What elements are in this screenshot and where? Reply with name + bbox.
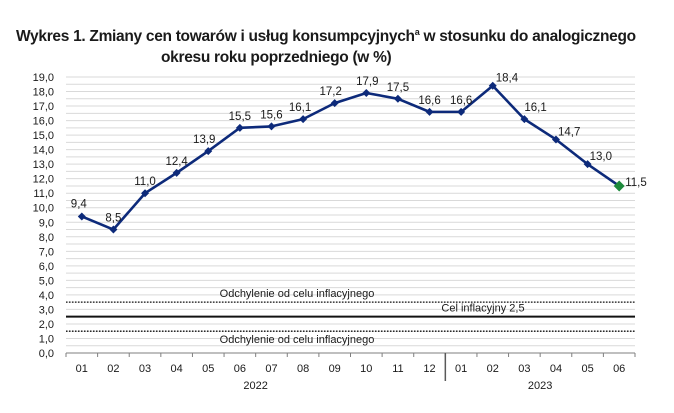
data-point bbox=[551, 135, 560, 144]
data-point bbox=[204, 147, 213, 156]
data-point bbox=[109, 225, 118, 234]
x-tick-label: 03 bbox=[518, 363, 530, 375]
x-tick-label: 05 bbox=[202, 363, 214, 375]
x-tick-label: 01 bbox=[455, 363, 467, 375]
data-point bbox=[488, 81, 497, 90]
data-label: 12,4 bbox=[165, 156, 188, 168]
data-point bbox=[583, 160, 592, 169]
x-tick-label: 11 bbox=[392, 363, 403, 375]
data-point bbox=[172, 168, 181, 177]
data-point bbox=[425, 107, 434, 116]
y-tick-label: 17,0 bbox=[33, 101, 54, 113]
data-point bbox=[393, 94, 402, 103]
data-label: 9,4 bbox=[71, 198, 88, 210]
data-label: 13,9 bbox=[193, 134, 215, 146]
x-tick-label: 03 bbox=[139, 363, 151, 375]
chart-title-footnote-mark: a bbox=[414, 27, 420, 37]
y-tick-label: 19,0 bbox=[33, 72, 54, 84]
x-tick-label: 07 bbox=[265, 363, 277, 375]
y-tick-label: 6,0 bbox=[39, 261, 54, 273]
y-tick-label: 9,0 bbox=[39, 217, 54, 229]
data-label: 13,0 bbox=[590, 151, 612, 163]
y-tick-label: 7,0 bbox=[39, 246, 54, 258]
target-label: Cel inflacyjny 2,5 bbox=[441, 303, 524, 315]
data-point bbox=[235, 123, 244, 132]
series-line bbox=[77, 81, 625, 234]
chart-title-rest: w stosunku do analogicznego bbox=[423, 28, 636, 45]
data-label: 17,5 bbox=[387, 82, 409, 94]
x-tick-label: 10 bbox=[360, 363, 372, 375]
x-tick-label: 02 bbox=[107, 363, 119, 375]
x-tick-label: 12 bbox=[423, 363, 435, 375]
chart-title: Wykres 1. Zmiany cen towarów i usług kon… bbox=[16, 22, 636, 68]
data-label: 15,6 bbox=[260, 109, 282, 121]
data-point bbox=[141, 189, 150, 198]
y-tick-label: 16,0 bbox=[33, 116, 54, 128]
y-tick-label: 14,0 bbox=[33, 145, 54, 157]
y-tick-label: 3,0 bbox=[39, 304, 54, 316]
gridlines bbox=[66, 76, 635, 347]
data-label: 14,7 bbox=[558, 126, 580, 138]
series-line-path bbox=[81, 84, 620, 231]
data-point bbox=[520, 115, 529, 124]
x-tick-label: 04 bbox=[171, 363, 183, 375]
x-tick-label: 09 bbox=[329, 363, 341, 375]
data-point bbox=[299, 115, 308, 124]
y-tick-label: 1,0 bbox=[39, 333, 54, 345]
data-point bbox=[77, 212, 86, 221]
data-label: 18,4 bbox=[496, 73, 519, 85]
x-tick-label: 01 bbox=[76, 363, 88, 375]
data-point bbox=[362, 88, 371, 97]
y-tick-label: 12,0 bbox=[33, 174, 54, 186]
data-label: 11,5 bbox=[625, 177, 647, 189]
x-tick-label: 04 bbox=[550, 363, 562, 375]
data-label: 16,6 bbox=[450, 95, 472, 107]
x-axis: 01 02 03 04 05 06 07 08 09 10 11 12 01 02 03 04 05 06 2022… bbox=[65, 352, 636, 392]
x-tick-label: 05 bbox=[581, 363, 593, 375]
x-tick-label: 06 bbox=[613, 363, 625, 375]
year-label: 2023 bbox=[528, 380, 552, 392]
data-label: 16,1 bbox=[524, 102, 546, 114]
x-tick-label: 08 bbox=[297, 363, 309, 375]
x-tick-label: 02 bbox=[487, 363, 499, 375]
year-label: 2022 bbox=[243, 380, 267, 392]
reference-lines: Odchylenie od celu inflacyjnego Cel infla… bbox=[66, 288, 635, 346]
chart-title-main: Wykres 1. Zmiany cen towarów i usług kon… bbox=[16, 28, 415, 45]
data-label: 11,0 bbox=[134, 176, 156, 188]
y-tick-label: 8,0 bbox=[39, 232, 54, 244]
data-point bbox=[457, 107, 466, 116]
y-tick-label: 2,0 bbox=[39, 319, 54, 331]
data-label: 15,5 bbox=[229, 111, 251, 123]
y-axis-ticks: 0,0 1,0 2,0 3,0 4,0 5,0 6,0 7,0 8,0 9,0 10,0 11,0 12… bbox=[33, 72, 54, 360]
data-point-latest bbox=[613, 180, 625, 192]
y-tick-label: 10,0 bbox=[33, 203, 54, 215]
x-tick-label: 06 bbox=[234, 363, 246, 375]
data-label: 8,5 bbox=[105, 213, 121, 225]
data-label: 16,1 bbox=[289, 102, 311, 114]
upper-deviation-label: Odchylenie od celu inflacyjnego bbox=[220, 288, 375, 300]
y-tick-label: 5,0 bbox=[39, 275, 54, 287]
y-tick-label: 4,0 bbox=[39, 290, 54, 302]
y-tick-label: 11,0 bbox=[33, 188, 54, 200]
chart-title-line2: okresu roku poprzedniego (w %) bbox=[161, 49, 392, 66]
data-labels: 9,4 8,5 11,0 12,4 13,9 15,5 15,6 16,1 17,2 17,9 17… bbox=[71, 73, 647, 225]
y-tick-label: 13,0 bbox=[33, 159, 54, 171]
data-point bbox=[267, 122, 276, 131]
lower-deviation-label: Odchylenie od celu inflacyjnego bbox=[220, 334, 375, 346]
y-tick-label: 18,0 bbox=[33, 87, 54, 99]
data-label: 16,6 bbox=[418, 95, 440, 107]
data-label: 17,2 bbox=[319, 86, 341, 98]
data-label: 17,9 bbox=[356, 76, 378, 88]
data-point bbox=[330, 99, 339, 108]
y-tick-label: 0,0 bbox=[39, 348, 54, 360]
y-tick-label: 15,0 bbox=[33, 130, 54, 142]
